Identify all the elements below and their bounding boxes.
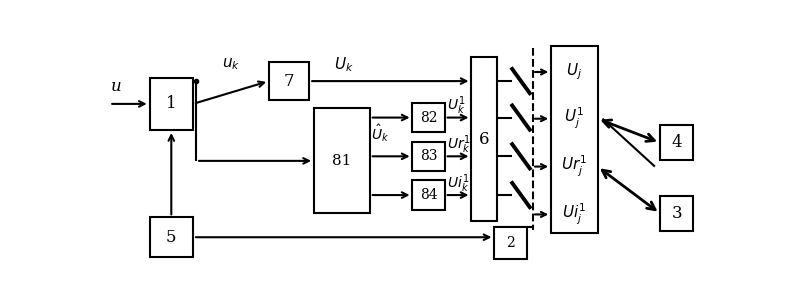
Text: 81: 81 (332, 154, 351, 168)
Text: 83: 83 (420, 149, 438, 163)
Text: $Ur_k^1$: $Ur_k^1$ (446, 133, 470, 156)
Text: 2: 2 (506, 236, 515, 250)
FancyBboxPatch shape (150, 78, 193, 130)
Text: $U_j^1$: $U_j^1$ (564, 106, 584, 131)
FancyBboxPatch shape (150, 217, 193, 257)
FancyBboxPatch shape (471, 57, 498, 221)
Text: $U_k^1$: $U_k^1$ (446, 95, 465, 118)
Text: 3: 3 (671, 205, 682, 222)
Text: 82: 82 (420, 111, 438, 125)
Text: 4: 4 (671, 134, 682, 151)
Text: $\hat{U}_k$: $\hat{U}_k$ (371, 123, 390, 144)
Text: 1: 1 (166, 95, 177, 112)
FancyBboxPatch shape (660, 196, 694, 231)
Text: u: u (111, 78, 122, 95)
Text: $u_k$: $u_k$ (222, 56, 240, 72)
Text: $U_k$: $U_k$ (334, 56, 353, 75)
Text: 84: 84 (420, 188, 438, 202)
FancyBboxPatch shape (551, 46, 598, 233)
FancyBboxPatch shape (413, 180, 445, 210)
Text: $Ui_k^1$: $Ui_k^1$ (446, 172, 469, 195)
Text: 5: 5 (166, 229, 177, 246)
FancyBboxPatch shape (660, 125, 694, 160)
FancyBboxPatch shape (314, 108, 370, 213)
Text: $Ui_j^1$: $Ui_j^1$ (562, 202, 586, 227)
Text: $Ur_j^1$: $Ur_j^1$ (562, 154, 587, 179)
Text: 6: 6 (479, 131, 490, 148)
FancyBboxPatch shape (269, 62, 310, 100)
FancyBboxPatch shape (413, 141, 445, 171)
FancyBboxPatch shape (413, 103, 445, 132)
Text: 7: 7 (284, 73, 294, 90)
FancyBboxPatch shape (494, 227, 526, 259)
Text: $U_j$: $U_j$ (566, 62, 582, 82)
